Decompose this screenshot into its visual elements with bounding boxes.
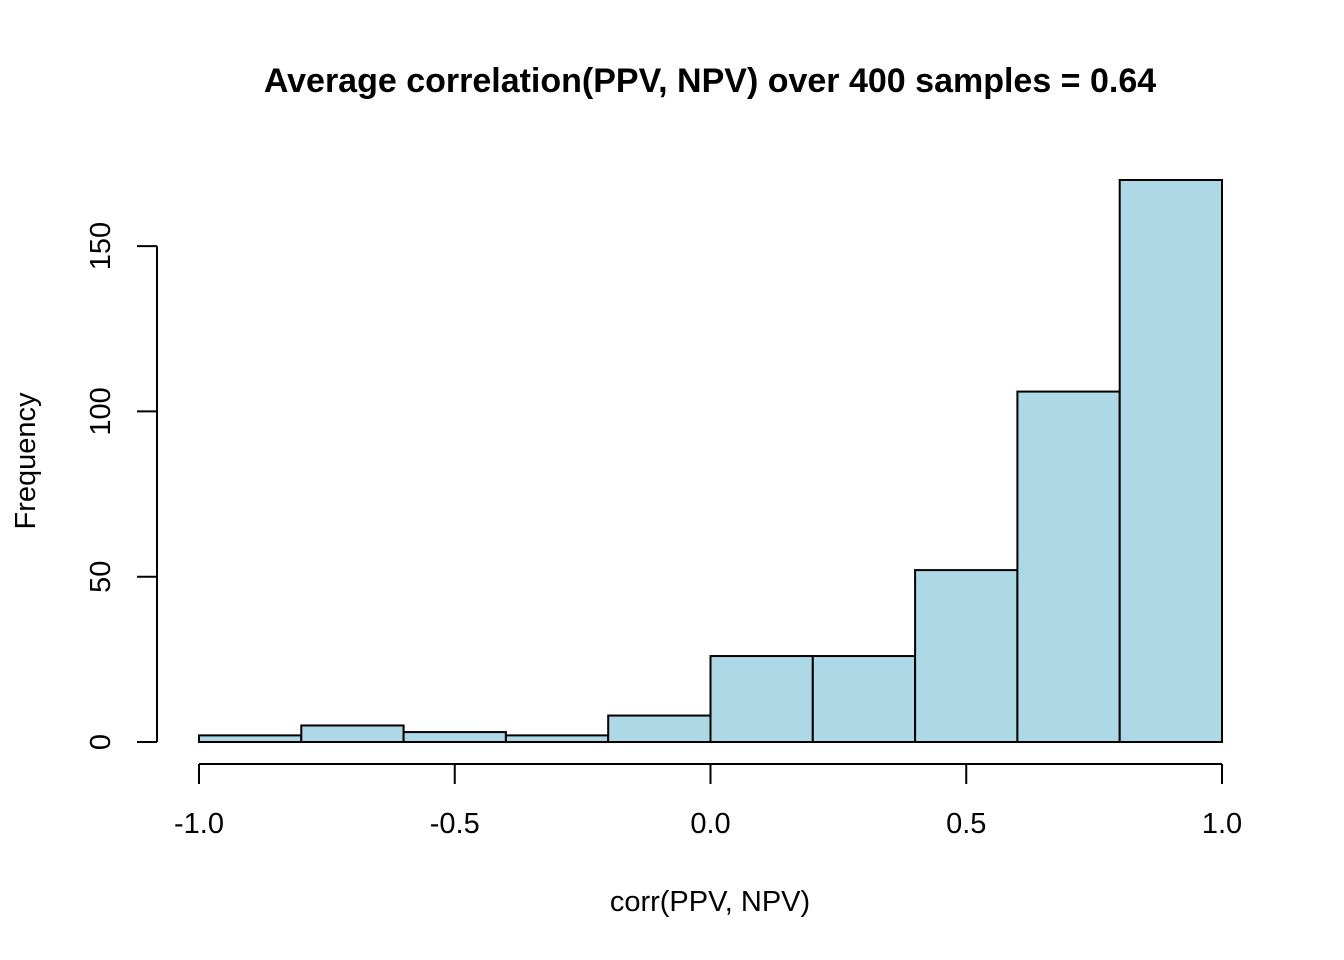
y-tick-label: 150 [85, 222, 117, 270]
histogram-bar [402, 731, 507, 743]
y-tick-label: 50 [85, 561, 117, 593]
x-tick-label: 0.0 [690, 808, 730, 840]
x-tick-label: -1.0 [174, 808, 224, 840]
histogram-bar [1016, 390, 1121, 743]
histogram-bar [1118, 179, 1223, 743]
y-axis-label: Frequency [10, 392, 42, 530]
x-tick-label: 0.5 [946, 808, 986, 840]
histogram-bar [300, 724, 405, 743]
x-axis: -1.0 -0.5 0.0 0.5 1.0 [174, 763, 1242, 840]
x-tick-label: -0.5 [430, 808, 480, 840]
histogram-bar [198, 734, 303, 744]
x-tick-label: 1.0 [1202, 808, 1242, 840]
bars-group [198, 179, 1223, 744]
histogram-bar [914, 569, 1019, 743]
histogram-bar [504, 734, 610, 744]
chart-title: Average correlation(PPV, NPV) over 400 s… [264, 62, 1156, 100]
x-axis-label: corr(PPV, NPV) [610, 886, 810, 918]
histogram-bar [709, 655, 814, 743]
y-tick-label: 0 [85, 734, 117, 750]
y-tick-label: 100 [85, 387, 117, 435]
histogram-bar [607, 714, 712, 743]
histogram-bar [811, 655, 917, 743]
y-axis: 0 50 100 150 [85, 222, 158, 750]
